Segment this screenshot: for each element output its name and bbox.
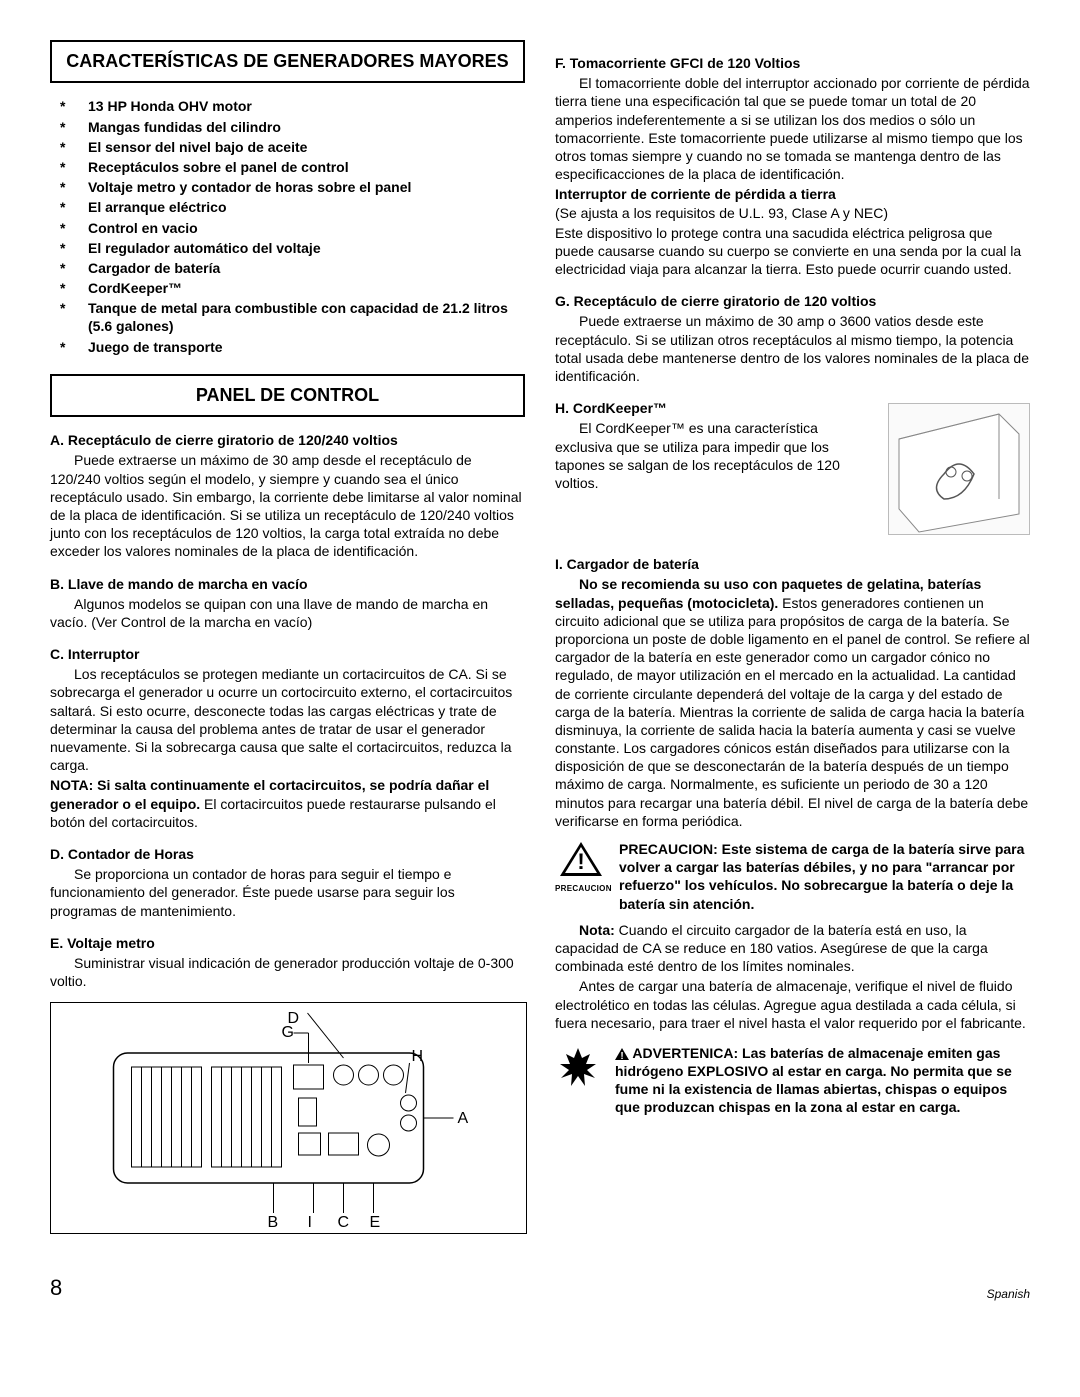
caution-icon: ! PRECAUCION (555, 840, 607, 913)
flame-icon (555, 1044, 601, 1117)
para-f2: (Se ajusta a los requisitos de U.L. 93, … (555, 204, 1030, 222)
para-e: Suministrar visual indicación de generad… (50, 954, 525, 990)
heading-b: B. Llave de mando de marcha en vacío (50, 575, 525, 593)
svg-text:I: I (308, 1214, 312, 1231)
heading-e: E. Voltaje metro (50, 934, 525, 952)
control-panel-diagram: G A B I C E D H (50, 1002, 527, 1234)
feature-item: Tanque de metal para combustible con cap… (88, 299, 525, 335)
para-f1: El tomacorriente doble del interruptor a… (555, 74, 1030, 183)
para-i: No se recomienda su uso con paquetes de … (555, 575, 1030, 830)
feature-item: Voltaje metro y contador de horas sobre … (88, 178, 525, 196)
svg-text:!: ! (577, 849, 584, 874)
heading-a: A. Receptáculo de cierre giratorio de 12… (50, 431, 525, 449)
subhead-gfci: Interruptor de corriente de pérdida a ti… (555, 185, 1030, 203)
language-label: Spanish (987, 1287, 1030, 1303)
heading-d: D. Contador de Horas (50, 845, 525, 863)
para-c1: Los receptáculos se protegen mediante un… (50, 665, 525, 774)
caution-block: ! PRECAUCION PRECAUCION: Este sistema de… (555, 840, 1030, 913)
para-c2: NOTA: Si salta continuamente el cortacir… (50, 776, 525, 831)
features-list: *13 HP Honda OHV motor *Mangas fundidas … (50, 97, 525, 355)
feature-item: El regulador automático del voltaje (88, 239, 525, 257)
feature-item: Control en vacio (88, 219, 525, 237)
feature-item: Mangas fundidas del cilindro (88, 118, 525, 136)
para-d: Se proporciona un contador de horas para… (50, 865, 525, 920)
para-b: Algunos modelos se quipan con una llave … (50, 595, 525, 631)
feature-item: CordKeeper™ (88, 279, 525, 297)
para-a: Puede extraerse un máximo de 30 amp desd… (50, 451, 525, 560)
feature-item: Cargador de batería (88, 259, 525, 277)
cordkeeper-diagram (888, 403, 1030, 535)
feature-item: Receptáculos sobre el panel de control (88, 158, 525, 176)
feature-item: 13 HP Honda OHV motor (88, 97, 525, 115)
note-para: Nota: Cuando el circuito cargador de la … (555, 921, 1030, 976)
heading-g: G. Receptáculo de cierre giratorio de 12… (555, 292, 1030, 310)
heading-f: F. Tomacorriente GFCI de 120 Voltios (555, 54, 1030, 72)
section-title-panel: PANEL DE CONTROL (50, 374, 525, 417)
svg-text:H: H (412, 1048, 424, 1065)
right-column: F. Tomacorriente GFCI de 120 Voltios El … (555, 40, 1030, 1234)
para-f3: Este dispositivo lo protege contra una s… (555, 224, 1030, 279)
heading-i: I. Cargador de batería (555, 555, 1030, 573)
two-column-layout: CARACTERÍSTICAS DE GENERADORES MAYORES *… (50, 40, 1030, 1234)
left-column: CARACTERÍSTICAS DE GENERADORES MAYORES *… (50, 40, 525, 1234)
heading-c: C. Interruptor (50, 645, 525, 663)
page-footer: 8 Spanish (50, 1274, 1030, 1303)
feature-item: El arranque eléctrico (88, 198, 525, 216)
para-next: Antes de cargar una batería de almacenaj… (555, 977, 1030, 1032)
svg-text:E: E (370, 1214, 381, 1231)
svg-text:C: C (338, 1214, 350, 1231)
warning-text: ! ADVERTENICA: Las baterías de almacenaj… (615, 1044, 1030, 1117)
feature-item: Juego de transporte (88, 338, 525, 356)
svg-text:!: ! (620, 1051, 623, 1060)
svg-text:D: D (288, 1010, 300, 1027)
feature-item: El sensor del nivel bajo de aceite (88, 138, 525, 156)
svg-text:A: A (458, 1110, 469, 1127)
page-number: 8 (50, 1274, 62, 1303)
caution-text: PRECAUCION: Este sistema de carga de la … (619, 840, 1030, 913)
section-title-caracteristicas: CARACTERÍSTICAS DE GENERADORES MAYORES (50, 40, 525, 83)
warning-block: ! ADVERTENICA: Las baterías de almacenaj… (555, 1044, 1030, 1117)
svg-text:B: B (268, 1214, 279, 1231)
para-g: Puede extraerse un máximo de 30 amp o 36… (555, 312, 1030, 385)
